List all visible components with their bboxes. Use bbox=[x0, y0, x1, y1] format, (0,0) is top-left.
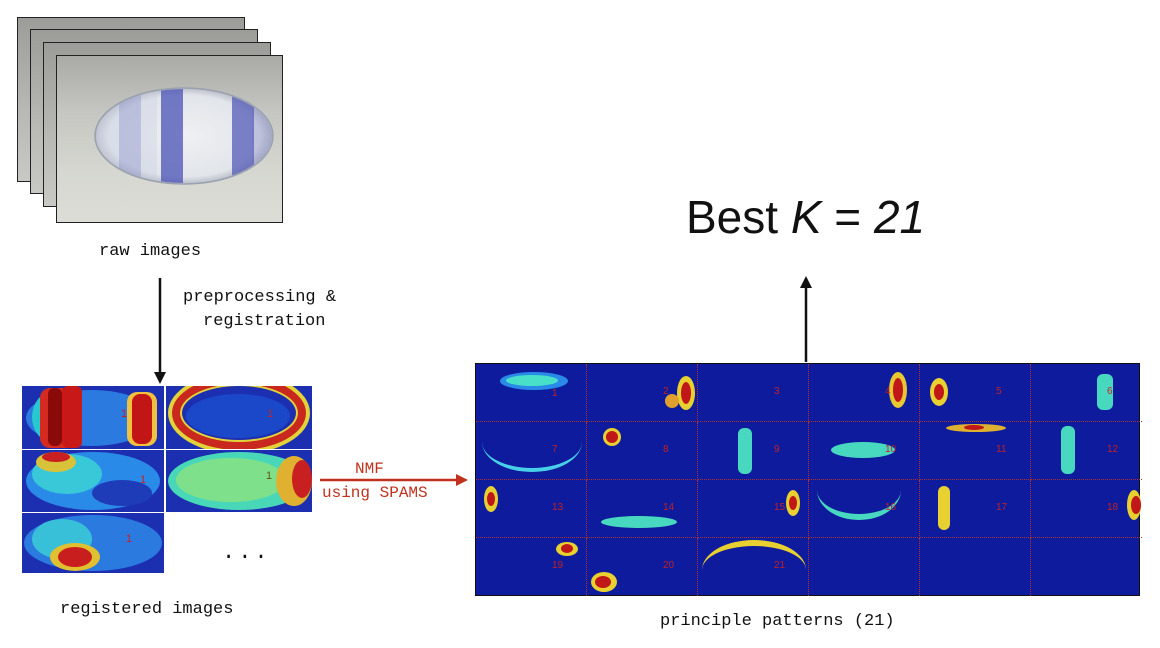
pattern-cell: 2 bbox=[587, 364, 698, 422]
pattern-cell: 21 bbox=[698, 538, 809, 596]
pattern-cell: 1 bbox=[476, 364, 587, 422]
principle-patterns-caption: principle patterns (21) bbox=[660, 612, 895, 631]
tile-number: 1 bbox=[140, 474, 147, 486]
best-k-result: Best K = 21 bbox=[686, 190, 925, 244]
pattern-cell: 12 bbox=[1031, 422, 1142, 480]
pattern-cell: 3 bbox=[698, 364, 809, 422]
registered-tile-3: 1 bbox=[22, 450, 164, 512]
registration-label: registration bbox=[203, 312, 326, 331]
registered-images-caption: registered images bbox=[60, 600, 234, 619]
k-value: 21 bbox=[873, 191, 926, 243]
pattern-cell: 17 bbox=[920, 480, 1031, 538]
k-symbol: K bbox=[790, 191, 822, 243]
pattern-cell: 20 bbox=[587, 538, 698, 596]
pattern-cell: 8 bbox=[587, 422, 698, 480]
ellipsis: ... bbox=[222, 540, 271, 565]
pattern-cell: 18 bbox=[1031, 480, 1142, 538]
embryo-photo bbox=[94, 87, 274, 185]
raw-image-embryo bbox=[56, 55, 283, 223]
pattern-cell: 14 bbox=[587, 480, 698, 538]
pattern-cell: 4 bbox=[809, 364, 920, 422]
up-arrow-icon bbox=[800, 276, 812, 362]
pattern-cell: 19 bbox=[476, 538, 587, 596]
pattern-cell: 5 bbox=[920, 364, 1031, 422]
nmf-label: NMF bbox=[355, 460, 384, 478]
pattern-cell bbox=[920, 538, 1031, 596]
pattern-cell: 6 bbox=[1031, 364, 1142, 422]
right-arrow-icon bbox=[320, 474, 468, 486]
pattern-cell: 16 bbox=[809, 480, 920, 538]
tile-number: 1 bbox=[126, 533, 133, 545]
pattern-cell bbox=[809, 538, 920, 596]
pattern-cell: 10 bbox=[809, 422, 920, 480]
pattern-cell: 15 bbox=[698, 480, 809, 538]
registered-tile-4: 1 bbox=[166, 450, 312, 512]
raw-images-caption: raw images bbox=[99, 242, 202, 261]
nmf-method-label: using SPAMS bbox=[322, 484, 428, 502]
tile-number: 1 bbox=[121, 408, 128, 420]
equals-sign: = bbox=[821, 191, 874, 243]
pattern-cell: 7 bbox=[476, 422, 587, 480]
best-prefix: Best bbox=[686, 191, 791, 243]
tile-number: 1 bbox=[266, 470, 273, 482]
down-arrow-icon bbox=[154, 278, 166, 384]
registered-tile-2: 1 bbox=[166, 386, 312, 449]
tile-number: 1 bbox=[267, 408, 274, 420]
pattern-cell: 13 bbox=[476, 480, 587, 538]
pattern-cell: 9 bbox=[698, 422, 809, 480]
principle-patterns-grid: 1 2 3 4 5 6 7 8 9 10 1 bbox=[475, 363, 1142, 596]
registered-tile-5: 1 bbox=[22, 513, 164, 573]
preprocessing-label: preprocessing & bbox=[183, 288, 337, 307]
pattern-cell bbox=[1031, 538, 1142, 596]
registered-tile-1: 1 bbox=[21, 385, 165, 450]
pattern-cell: 11 bbox=[920, 422, 1031, 480]
